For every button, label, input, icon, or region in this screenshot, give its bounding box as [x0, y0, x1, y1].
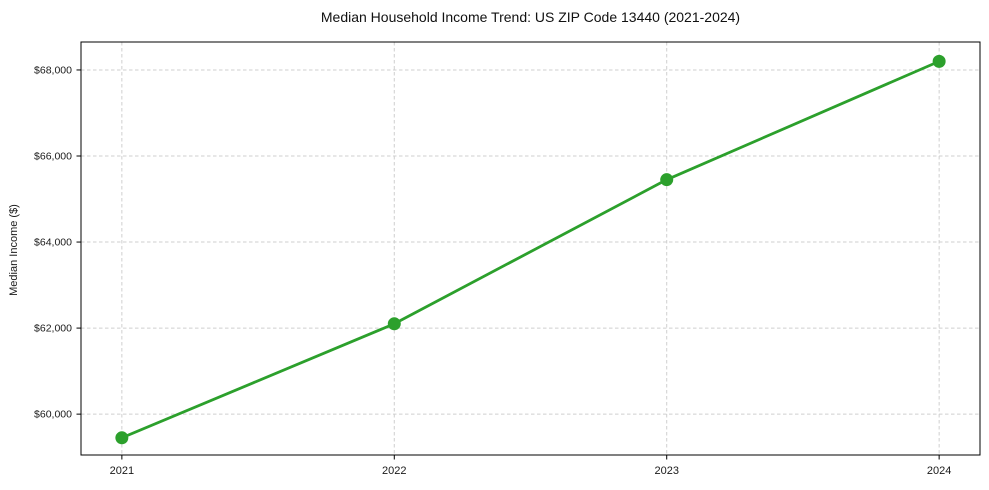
y-tick-label: $62,000	[34, 323, 72, 335]
data-point-2022	[387, 317, 401, 331]
y-axis-title: Median Income ($)	[8, 204, 20, 296]
data-point-2024	[932, 54, 946, 68]
y-tick-label: $60,000	[34, 409, 72, 421]
data-point-2021	[115, 431, 129, 445]
data-point-2023	[660, 173, 674, 187]
y-tick-label: $64,000	[34, 237, 72, 249]
y-tick-label: $66,000	[34, 151, 72, 163]
y-tick-label: $68,000	[34, 64, 72, 76]
gridlines	[81, 42, 980, 455]
tick-labels: 2021 2022 2023 2024 $60,000 $62,000 $64,000 $66…	[34, 64, 951, 477]
x-tick-label: 2023	[654, 465, 678, 477]
axis-ticks	[76, 69, 940, 460]
plot-border	[80, 41, 981, 456]
x-tick-label: 2021	[110, 465, 134, 477]
chart-title: Median Household Income Trend: US ZIP Co…	[320, 9, 741, 25]
x-tick-label: 2022	[382, 465, 406, 477]
x-tick-label: 2024	[927, 465, 951, 477]
income-trend-series	[115, 54, 946, 445]
trend-line	[121, 60, 940, 440]
